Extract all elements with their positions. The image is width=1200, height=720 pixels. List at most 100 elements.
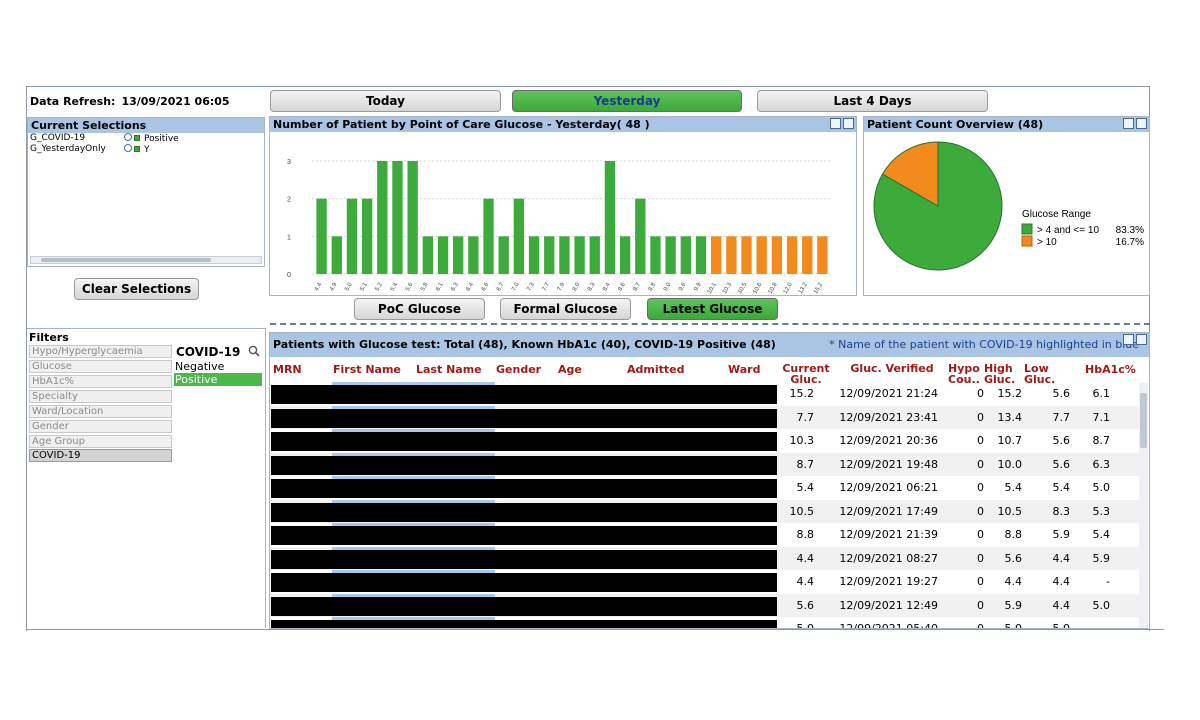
filter-specialty[interactable]: Specialty — [29, 390, 172, 403]
pie-slice[interactable] — [873, 141, 1003, 271]
bar[interactable] — [437, 236, 449, 274]
vertical-scrollbar[interactable] — [1139, 383, 1148, 628]
bar[interactable] — [544, 236, 555, 274]
column-header[interactable]: Age — [558, 363, 582, 376]
bar[interactable] — [528, 236, 540, 274]
bar[interactable] — [741, 236, 752, 274]
table-row[interactable]: 8.8 12/09/2021 21:39 0 8.8 5.9 5.4 — [270, 523, 1140, 546]
bar[interactable] — [574, 236, 585, 274]
yesterday-button[interactable]: Yesterday — [512, 90, 742, 112]
eraser-icon[interactable] — [124, 144, 132, 152]
selection-value-row[interactable]: Y — [124, 144, 150, 155]
bar[interactable] — [650, 236, 661, 274]
table-row[interactable]: 5.0 12/09/2021 05:40 0 5.0 5.0 — [270, 617, 1140, 628]
patient-table-panel: Patients with Glucose test: Total (48), … — [269, 332, 1150, 629]
table-row[interactable]: 4.4 12/09/2021 19:27 0 4.4 4.4 - — [270, 570, 1140, 593]
filter-hba1c[interactable]: HbA1c% — [29, 375, 172, 388]
bar[interactable] — [756, 236, 767, 274]
filter-covid-19[interactable]: COVID-19 — [29, 449, 172, 462]
covid-option-positive[interactable]: Positive — [174, 373, 262, 386]
bar[interactable] — [453, 236, 464, 274]
filter-gender[interactable]: Gender — [29, 420, 172, 433]
filter-hypo-hyperglycaemia[interactable]: Hypo/Hyperglycaemia — [29, 345, 172, 358]
table-row[interactable]: 10.3 12/09/2021 20:36 0 10.7 5.6 8.7 — [270, 429, 1140, 452]
clear-selections-button[interactable]: Clear Selections — [74, 278, 199, 300]
bar[interactable] — [695, 236, 707, 274]
filter-age-group[interactable]: Age Group — [29, 435, 172, 448]
bar[interactable] — [407, 161, 418, 274]
table-row[interactable]: 15.2 12/09/2021 21:24 0 15.2 5.6 6.1 — [270, 382, 1140, 405]
eraser-icon[interactable] — [124, 133, 132, 141]
bar[interactable] — [361, 198, 373, 274]
cell-hypo: 0 — [977, 575, 984, 588]
bar[interactable] — [513, 198, 525, 274]
column-header[interactable]: MRN — [273, 363, 302, 376]
bar[interactable] — [802, 236, 813, 274]
column-header[interactable]: Last Name — [416, 363, 482, 376]
selection-field: G_COVID-19 — [30, 133, 86, 143]
column-header[interactable]: Gluc. Verified — [850, 363, 934, 374]
horizontal-scrollbar[interactable] — [30, 256, 262, 264]
filter-ward-location[interactable]: Ward/Location — [29, 405, 172, 418]
restore-icon[interactable] — [1123, 334, 1134, 345]
bar[interactable] — [680, 236, 691, 274]
bar[interactable] — [771, 236, 783, 274]
bar[interactable] — [619, 236, 631, 274]
bar[interactable] — [726, 236, 737, 274]
column-header[interactable]: Admitted — [627, 363, 685, 376]
filter-glucose[interactable]: Glucose — [29, 360, 172, 373]
column-header[interactable]: HbA1c% — [1085, 363, 1136, 376]
column-header[interactable]: High Gluc. — [984, 363, 1016, 385]
maximize-icon[interactable] — [843, 118, 854, 129]
bar[interactable] — [498, 236, 509, 274]
cell-current: 5.6 — [796, 598, 815, 612]
bar[interactable] — [711, 236, 722, 274]
bar[interactable] — [817, 236, 828, 274]
column-header[interactable]: Current Gluc. — [782, 363, 830, 385]
table-row[interactable]: 5.4 12/09/2021 06:21 0 5.4 5.4 5.0 — [270, 476, 1140, 499]
search-icon[interactable] — [248, 345, 260, 357]
column-header[interactable]: Hypo Cou... — [948, 363, 980, 385]
bar[interactable] — [377, 161, 388, 274]
bar[interactable] — [604, 161, 616, 274]
table-row[interactable]: 7.7 12/09/2021 23:41 0 13.4 7.7 7.1 — [270, 405, 1140, 429]
bar[interactable] — [331, 236, 342, 274]
table-row[interactable]: 8.7 12/09/2021 19:48 0 10.0 5.6 6.3 — [270, 452, 1140, 476]
maximize-icon[interactable] — [1136, 334, 1147, 345]
bar[interactable] — [589, 236, 600, 274]
bar[interactable] — [346, 198, 358, 274]
tab-formal-glucose[interactable]: Formal Glucose — [500, 298, 631, 320]
restore-icon[interactable] — [830, 118, 841, 129]
bar[interactable] — [468, 236, 479, 274]
bar[interactable] — [635, 198, 646, 274]
covid-highlight — [332, 405, 495, 409]
pie-slice[interactable] — [881, 141, 939, 207]
last-4-days-button[interactable]: Last 4 Days — [757, 90, 988, 112]
table-row[interactable]: 5.6 12/09/2021 12:49 0 5.9 4.4 5.0 — [270, 593, 1140, 617]
bar[interactable] — [483, 198, 494, 274]
bar[interactable] — [786, 236, 798, 274]
tab-poc-glucose[interactable]: PoC Glucose — [354, 298, 485, 320]
table-row[interactable]: 4.4 12/09/2021 08:27 0 5.6 4.4 5.9 — [270, 546, 1140, 570]
column-header[interactable]: Gender — [496, 363, 542, 376]
x-tick-label: 12.0 — [783, 281, 794, 295]
bar[interactable] — [559, 236, 570, 274]
tab-latest-glucose[interactable]: Latest Glucose — [647, 298, 778, 320]
bar[interactable] — [316, 198, 327, 274]
table-row[interactable]: 10.5 12/09/2021 17:49 0 10.5 8.3 5.3 — [270, 499, 1140, 523]
bar[interactable] — [392, 161, 403, 274]
x-tick-label: 7.0 — [511, 281, 521, 292]
covid-option-negative[interactable]: Negative — [175, 360, 225, 373]
column-header[interactable]: Ward — [728, 363, 761, 376]
scrollbar-thumb[interactable] — [41, 258, 211, 262]
scrollbar-thumb[interactable] — [1140, 393, 1147, 448]
bar[interactable] — [422, 236, 433, 274]
selection-value-row[interactable]: Positive — [124, 133, 179, 144]
column-header[interactable]: Low Gluc. — [1024, 363, 1056, 385]
bar[interactable] — [665, 236, 676, 274]
maximize-icon[interactable] — [1136, 118, 1147, 129]
x-tick-label: 10.6 — [752, 281, 763, 295]
today-button[interactable]: Today — [270, 90, 501, 112]
column-header[interactable]: First Name — [333, 363, 401, 376]
restore-icon[interactable] — [1123, 118, 1134, 129]
